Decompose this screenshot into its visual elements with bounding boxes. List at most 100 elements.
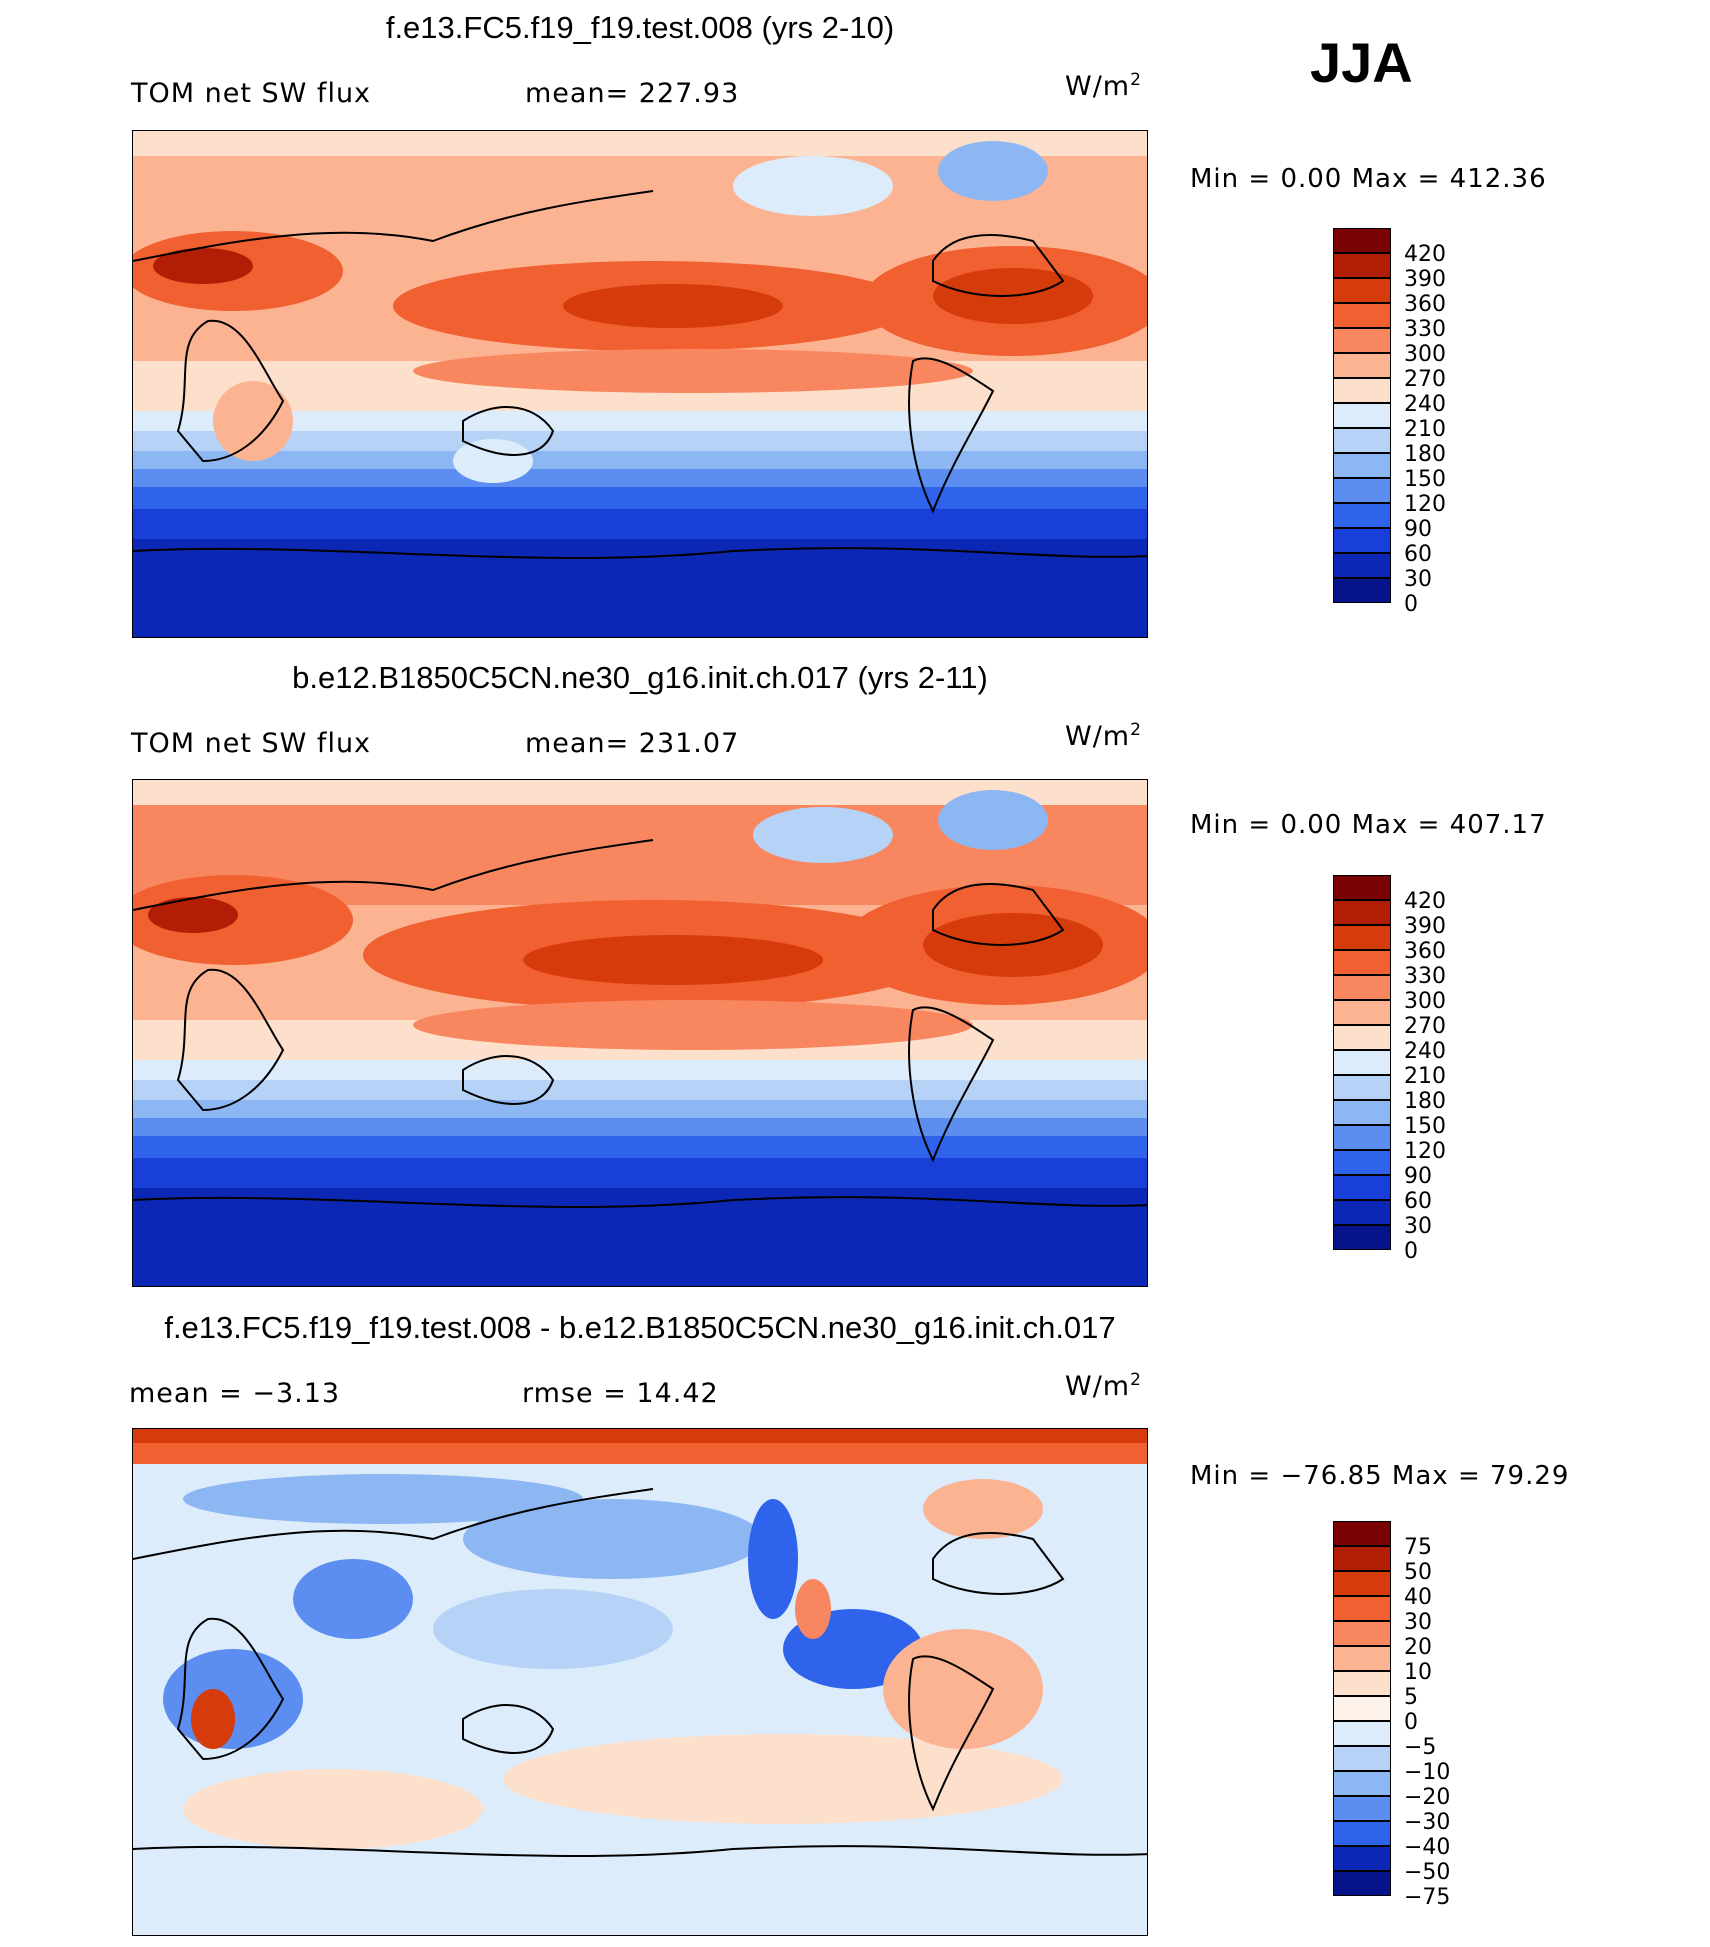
colorbar-swatch [1333,900,1391,925]
min-max-label: Min = 0.00 Max = 412.36 [1190,164,1547,194]
panel-title: f.e13.FC5.f19_f19.test.008 - b.e12.B1850… [164,1310,1116,1345]
map-field [133,780,1147,1286]
colorbar-tick: 150 [1404,467,1446,492]
colorbar-tick: 300 [1404,342,1446,367]
colorbar-tick: 270 [1404,367,1446,392]
season-label: JJA [1310,31,1413,94]
colorbar-swatch [1333,1175,1391,1200]
colorbar-swatch [1333,1696,1391,1721]
colorbar-swatch [1333,303,1391,328]
map-panel [132,130,1148,638]
colorbar-tick: −50 [1404,1860,1451,1885]
colorbar-swatch [1333,1571,1391,1596]
variable-label: TOM net SW flux [131,78,372,109]
colorbar-swatch [1333,1050,1391,1075]
colorbar-tick: 60 [1404,542,1432,567]
colorbar-tick: 60 [1404,1189,1432,1214]
colorbar-tick: 40 [1404,1585,1432,1610]
colorbar-tick: 360 [1404,292,1446,317]
map-field [133,1429,1147,1935]
map-field [133,131,1147,637]
mean-label: mean= 231.07 [525,728,740,759]
colorbar-tick: −30 [1404,1810,1451,1835]
rmse-label: rmse = 14.42 [522,1378,719,1409]
colorbar-tick: 75 [1404,1535,1432,1560]
colorbar-swatch [1333,1000,1391,1025]
colorbar-tick: 30 [1404,1214,1432,1239]
colorbar-swatch [1333,553,1391,578]
colorbar-swatch [1333,578,1391,603]
colorbar-swatch [1333,378,1391,403]
colorbar-swatch [1333,1621,1391,1646]
colorbar-swatch [1333,1100,1391,1125]
colorbar-swatch [1333,403,1391,428]
colorbar-swatch [1333,950,1391,975]
units-label: W/m2 [1065,1370,1142,1402]
colorbar-swatch [1333,328,1391,353]
colorbar-swatch [1333,228,1391,253]
units-label: W/m2 [1065,70,1142,102]
colorbar-swatch [1333,1150,1391,1175]
colorbar-tick: 150 [1404,1114,1446,1139]
colorbar-swatch [1333,1200,1391,1225]
colorbar-swatch [1333,1846,1391,1871]
colorbar-swatch [1333,1771,1391,1796]
colorbar-swatch [1333,528,1391,553]
colorbar-tick: 270 [1404,1014,1446,1039]
min-max-label: Min = 0.00 Max = 407.17 [1190,810,1547,840]
colorbar-tick: 50 [1404,1560,1432,1585]
colorbar-swatch [1333,1871,1391,1896]
units-label: W/m2 [1065,720,1142,752]
colorbar-tick: −20 [1404,1785,1451,1810]
colorbar-tick: 300 [1404,989,1446,1014]
colorbar-tick: 420 [1404,242,1446,267]
colorbar-tick: 30 [1404,567,1432,592]
colorbar-swatch [1333,925,1391,950]
colorbar-tick: 180 [1404,442,1446,467]
colorbar-tick: 390 [1404,267,1446,292]
colorbar-tick: 330 [1404,317,1446,342]
colorbar-tick: 0 [1404,1710,1418,1735]
colorbar-tick: 5 [1404,1685,1418,1710]
colorbar-swatch [1333,453,1391,478]
colorbar-tick: 390 [1404,914,1446,939]
colorbar-swatch [1333,1821,1391,1846]
map-panel [132,1428,1148,1936]
colorbar-swatch [1333,253,1391,278]
colorbar-swatch [1333,975,1391,1000]
colorbar-swatch [1333,1075,1391,1100]
panel-title: b.e12.B1850C5CN.ne30_g16.init.ch.017 (yr… [292,660,988,695]
colorbar-tick: 90 [1404,1164,1432,1189]
colorbar-swatch [1333,1025,1391,1050]
colorbar-swatch [1333,278,1391,303]
colorbar-swatch [1333,1125,1391,1150]
colorbar-tick: 10 [1404,1660,1432,1685]
colorbar-tick: 20 [1404,1635,1432,1660]
colorbar-tick: 120 [1404,1139,1446,1164]
colorbar-tick: 210 [1404,417,1446,442]
colorbar-tick: 330 [1404,964,1446,989]
colorbar-swatch [1333,1596,1391,1621]
colorbar-tick: 360 [1404,939,1446,964]
colorbar-swatch [1333,1646,1391,1671]
mean-label: mean= 227.93 [525,78,740,109]
colorbar-tick: 240 [1404,392,1446,417]
colorbar-tick: −75 [1404,1885,1451,1910]
colorbar-swatch [1333,1546,1391,1571]
diff-mean-label: mean = −3.13 [129,1378,341,1409]
variable-label: TOM net SW flux [131,728,372,759]
colorbar-tick: 0 [1404,592,1418,617]
colorbar-swatch [1333,1796,1391,1821]
colorbar-tick: −40 [1404,1835,1451,1860]
min-max-label: Min = −76.85 Max = 79.29 [1190,1461,1570,1491]
colorbar-swatch [1333,1746,1391,1771]
panel-title: f.e13.FC5.f19_f19.test.008 (yrs 2-10) [385,10,895,45]
colorbar-swatch [1333,353,1391,378]
colorbar-swatch [1333,1671,1391,1696]
colorbar-swatch [1333,478,1391,503]
colorbar-tick: 420 [1404,889,1446,914]
colorbar-swatch [1333,428,1391,453]
colorbar-swatch [1333,503,1391,528]
colorbar-swatch [1333,875,1391,900]
colorbar-tick: 120 [1404,492,1446,517]
